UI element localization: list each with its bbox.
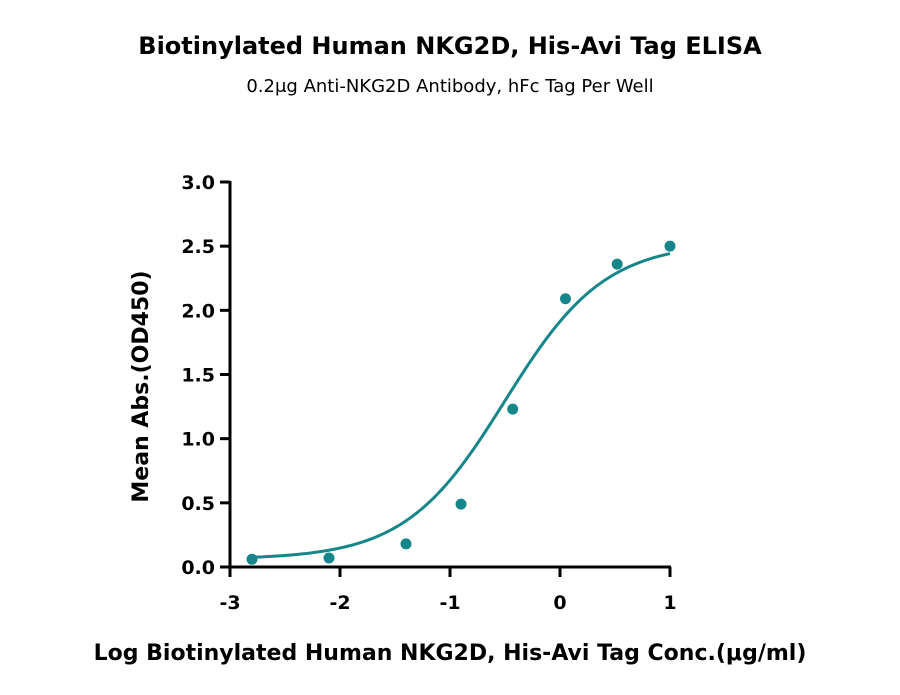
data-point [611,258,623,270]
data-points [246,240,676,565]
data-point [664,240,676,252]
y-ticks: 0.0 0.5 1.0 1.5 2.0 2.5 3.0 [181,172,230,579]
data-point [400,538,412,550]
data-point [455,498,467,510]
y-tick-label: 3.0 [181,172,215,194]
data-point [323,552,335,564]
chart-title: Biotinylated Human NKG2D, His-Avi Tag EL… [138,32,762,60]
y-tick-label: 0.5 [181,493,215,515]
y-tick-label: 2.0 [181,300,215,322]
data-point [560,293,571,305]
x-axis-title: Log Biotinylated Human NKG2D, His-Avi Ta… [94,641,807,666]
y-tick-label: 1.0 [181,429,215,451]
data-point [246,553,258,565]
x-ticks: -3 -2 -1 0 1 [219,567,677,614]
data-point [507,403,519,415]
x-tick-label: 1 [663,592,676,614]
x-tick-label: -3 [219,592,240,614]
x-tick-label: -1 [439,592,460,614]
x-tick-label: -2 [329,592,350,614]
chart-subtitle: 0.2μg Anti-NKG2D Antibody, hFc Tag Per W… [246,76,654,97]
y-tick-label: 0.0 [181,557,215,579]
y-tick-label: 1.5 [181,365,215,387]
y-tick-label: 2.5 [181,236,215,258]
x-tick-label: 0 [553,592,566,614]
axes [228,181,671,569]
y-axis-title: Mean Abs.(OD450) [129,270,154,502]
fit-curve-line [251,252,671,559]
